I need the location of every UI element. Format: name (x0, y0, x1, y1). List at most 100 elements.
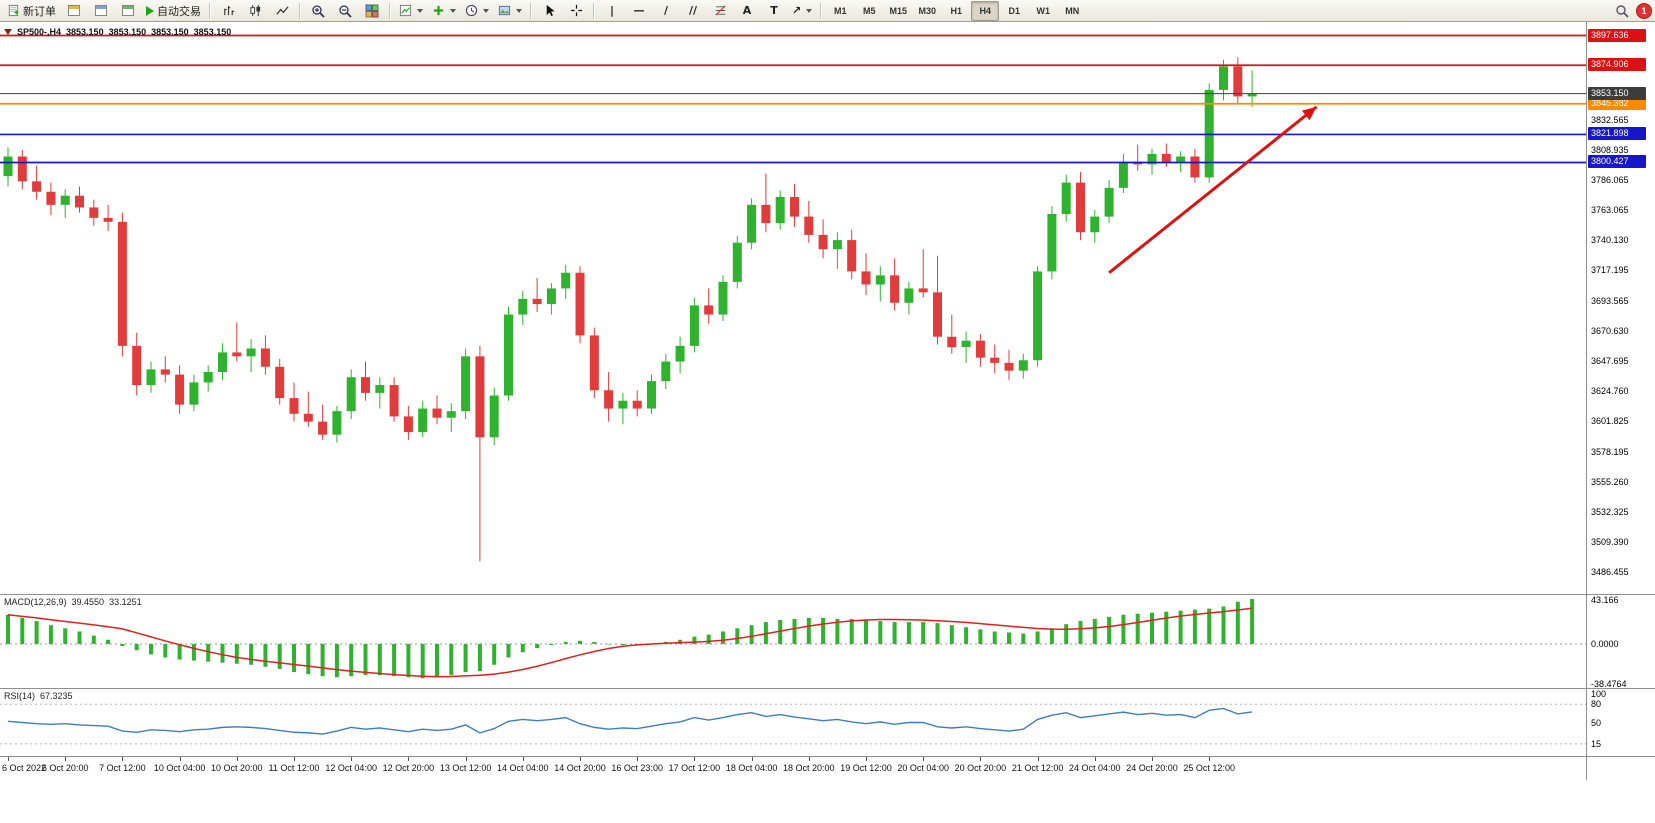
timeframe-m1-button[interactable]: M1 (833, 5, 847, 16)
price-chart-pane[interactable]: SP500-,H4 3853.150 3853.150 3853.150 385… (0, 22, 1586, 594)
candle-body (32, 181, 42, 192)
timeframe-m30-button[interactable]: M30 (918, 5, 936, 16)
candle-body (103, 217, 113, 222)
time-tick (294, 757, 295, 761)
zoom-out-button[interactable] (332, 1, 358, 21)
price-scale-border (1586, 22, 1587, 780)
candle-body (504, 314, 513, 396)
candle-body (589, 335, 599, 391)
macd-bar (349, 643, 354, 677)
macd-bar (6, 614, 10, 644)
candle-body (1004, 362, 1014, 371)
rsi-canvas[interactable] (0, 689, 1586, 756)
macd-bar (1064, 624, 1069, 644)
candle-body (961, 340, 971, 348)
candle-body (847, 240, 857, 272)
candle-body (1161, 153, 1171, 162)
timeframe-d1-button[interactable]: D1 (1008, 5, 1020, 16)
macd-bar (792, 618, 797, 644)
time-axis[interactable]: 6 Oct 2022 6 Oct 20:00 7 Oct 12:00 10 Oct 0… (0, 757, 1586, 780)
chart-symbol-label: SP500-,H4 3853.150 3853.150 3853.150 385… (4, 27, 231, 37)
macd-bar (1021, 633, 1026, 644)
candlestick-chart-button[interactable] (242, 1, 268, 21)
vertical-line-tool[interactable]: | (599, 1, 625, 21)
macd-bar (20, 617, 25, 644)
axis-tick: 3601.825 (1591, 415, 1629, 426)
symbol-timeframe-label: SP500-,H4 (17, 27, 62, 37)
trendline-icon: / (663, 4, 669, 17)
rsi-pane[interactable]: RSI(14) 67.3235 (0, 689, 1586, 756)
price-chart-canvas[interactable] (0, 22, 1586, 594)
time-label: 19 Oct 12:00 (840, 763, 892, 773)
macd-bar (864, 619, 868, 644)
cursor-button[interactable] (536, 1, 562, 21)
fibonacci-tool[interactable] (707, 1, 733, 21)
autotrading-button[interactable]: 自动交易 (142, 1, 205, 21)
line-chart-button[interactable] (269, 1, 295, 21)
candle-body (432, 408, 442, 418)
timeframe-mn-button[interactable]: MN (1065, 5, 1080, 16)
candle-body (175, 374, 185, 405)
timeframe-m5-button[interactable]: M5 (862, 5, 876, 16)
pane-separator[interactable] (0, 594, 1655, 595)
pane-separator (0, 756, 1655, 757)
trendline-tool[interactable]: / (653, 1, 679, 21)
tile-windows-button[interactable] (359, 1, 385, 21)
text-tool[interactable]: A (734, 1, 760, 21)
macd-pane[interactable]: MACD(12,26,9) 39.4550 33.1251 (0, 595, 1586, 688)
candle-body (1233, 66, 1243, 97)
candle-body (732, 242, 742, 282)
bar-chart-button[interactable] (215, 1, 241, 21)
periods-dropdown[interactable] (461, 1, 493, 21)
candle-body (218, 352, 227, 372)
time-label: 7 Oct 12:00 (99, 763, 146, 773)
time-tick (580, 757, 581, 761)
macd-name: MACD(12,26,9) (4, 597, 67, 607)
candle-body (160, 369, 170, 375)
one-click-trading-toggle[interactable] (4, 29, 12, 35)
zoom-in-button[interactable] (305, 1, 331, 21)
timeframe-m15-button[interactable]: M15 (889, 5, 907, 16)
macd-canvas[interactable] (0, 595, 1586, 688)
macd-bar (892, 622, 897, 644)
axis-tick: 3647.695 (1591, 355, 1629, 366)
new-chart-dropdown[interactable] (395, 1, 427, 21)
search-icon (1616, 4, 1629, 18)
data-window-button[interactable] (88, 1, 114, 21)
templates-dropdown[interactable] (494, 1, 526, 21)
search-button[interactable] (1609, 1, 1635, 21)
label-tool[interactable]: T (761, 1, 787, 21)
trend-arrow[interactable] (1108, 105, 1318, 274)
arrows-dropdown[interactable]: ↗ (788, 1, 816, 21)
macd-bar (563, 641, 568, 644)
market-watch-button[interactable] (61, 1, 87, 21)
toolbar-separator (820, 2, 823, 19)
timeframe-w1-button[interactable]: W1 (1036, 5, 1050, 16)
price-scale[interactable]: 3832.565 3808.935 3786.065 3763.065 3740.130… (1587, 22, 1655, 594)
channel-tool[interactable]: // (680, 1, 706, 21)
navigator-button[interactable] (115, 1, 141, 21)
axis-tick: 50 (1591, 717, 1602, 728)
timeframe-h1-button[interactable]: H1 (950, 5, 962, 16)
time-tick (1209, 757, 1211, 761)
timeframe-h4-button[interactable]: H4 (971, 0, 1000, 21)
candle-body (332, 411, 342, 435)
arrow-tool-icon: ↗ (792, 4, 802, 17)
notification-badge[interactable]: 1 (1636, 2, 1652, 19)
pane-separator[interactable] (0, 688, 1655, 689)
horizontal-line-tool[interactable]: — (626, 1, 652, 21)
macd-scale[interactable]: 43.166 0.0000 -38.4764 (1587, 595, 1655, 688)
crosshair-button[interactable] (563, 1, 589, 21)
dropdown-caret (516, 8, 522, 13)
macd-bar (134, 643, 139, 651)
rsi-scale[interactable]: 100 80 50 15 (1587, 689, 1655, 756)
time-tick (351, 757, 353, 761)
indicators-dropdown[interactable] (428, 1, 460, 21)
axis-tick: 3532.325 (1591, 506, 1629, 517)
time-label: 24 Oct 04:00 (1069, 763, 1121, 773)
price-badge: 3853.150 (1588, 86, 1646, 100)
candle-body (918, 288, 928, 293)
price-badge: 3897.636 (1588, 28, 1646, 42)
indicators-icon (433, 5, 444, 16)
new-order-button[interactable]: 新订单 (3, 1, 60, 21)
